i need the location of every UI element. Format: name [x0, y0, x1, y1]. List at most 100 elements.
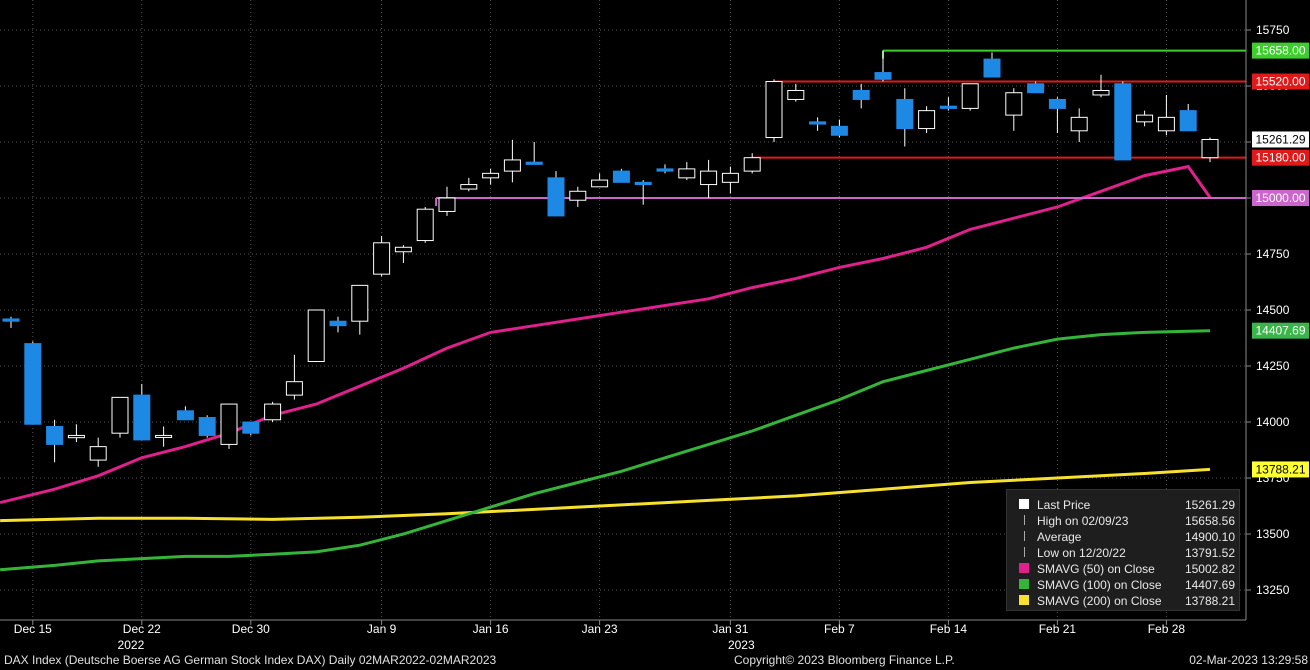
legend-row: Low on 12/20/22 13791.52 [1013, 545, 1235, 561]
candle-body-down [830, 125, 848, 136]
x-tick-label: Feb 7 [824, 622, 855, 636]
legend-swatch [1019, 563, 1029, 573]
x-tick-label: Feb 28 [1148, 622, 1186, 636]
year-label: 2023 [728, 638, 755, 652]
legend-label: Last Price [1037, 498, 1091, 512]
last-price-tag-text: 15261.29 [1255, 132, 1305, 146]
candle-body-up [1157, 116, 1175, 132]
candle-body-down [874, 72, 892, 80]
footer-timestamp: 02-Mar-2023 13:29:58 [1189, 653, 1308, 667]
candle-body-down [983, 58, 1001, 78]
legend-value: 15261.29 [1184, 498, 1235, 512]
candle-body-up [264, 403, 282, 421]
sma-tag-text: 13788.21 [1255, 462, 1305, 476]
candle-body-down [525, 161, 543, 165]
level-tag-text: 15000.00 [1255, 191, 1305, 205]
legend-row: Last Price 15261.29 [1013, 497, 1235, 513]
candle-body-up [89, 446, 107, 461]
candle-body-down [329, 320, 347, 327]
sma-tag-text: 14407.69 [1255, 324, 1305, 338]
candle-body-down [852, 89, 870, 100]
y-tick-label: 13250 [1256, 583, 1290, 597]
level-tag [1252, 190, 1309, 206]
sma-tag [1252, 322, 1309, 339]
legend-row: SMAVG (200) on Close 13788.21 [1013, 593, 1235, 609]
legend: Last Price 15261.29 High on 02/09/23 15658.… [1006, 489, 1240, 611]
y-tick-label: 15750 [1256, 23, 1290, 37]
legend-value: 14407.69 [1184, 578, 1235, 592]
candle-body-up [1005, 92, 1023, 116]
sma50-line [0, 164, 1212, 505]
candle-body-up [765, 81, 783, 139]
last-price-tag [1252, 131, 1309, 148]
level-tag-text: 15180.00 [1255, 151, 1305, 165]
x-tick-label: Dec 30 [232, 622, 270, 636]
candle-body-up [743, 157, 761, 172]
legend-row: SMAVG (100) on Close 14407.69 [1013, 577, 1235, 593]
x-tick-label: Jan 9 [367, 622, 397, 636]
legend-label: SMAVG (200) on Close [1037, 594, 1162, 608]
legend-row: Average 14900.10 [1013, 529, 1235, 545]
candle-body-down [547, 177, 565, 217]
legend-value: 15658.56 [1184, 514, 1235, 528]
legend-label: SMAVG (100) on Close [1037, 578, 1162, 592]
candle-body-down [24, 343, 42, 425]
candle-body-down [656, 168, 674, 172]
candle-body-up [155, 434, 173, 438]
candle-body-up [220, 403, 238, 445]
candle-body-down [634, 181, 652, 186]
candle-body-down [2, 318, 20, 322]
legend-low-marker [1024, 547, 1026, 557]
legend-row: SMAVG (50) on Close 15002.82 [1013, 561, 1235, 577]
level-tag [1252, 42, 1309, 59]
legend-label: High on 02/09/23 [1037, 514, 1129, 528]
legend-label: SMAVG (50) on Close [1037, 562, 1155, 576]
candle-body-up [460, 184, 478, 190]
x-tick-label: Feb 21 [1039, 622, 1077, 636]
candle-body-up [591, 179, 609, 188]
y-tick-label: 14750 [1256, 247, 1290, 261]
candle-body-down [1048, 98, 1066, 109]
level-tag [1252, 73, 1309, 90]
candle-body-up [394, 246, 412, 253]
sma100-line [0, 329, 1211, 572]
sma-tag [1252, 461, 1309, 478]
candle-body-down [612, 170, 630, 183]
legend-row: High on 02/09/23 15658.56 [1013, 513, 1235, 529]
x-tick-label: Jan 23 [582, 622, 618, 636]
x-tick-label: Dec 15 [14, 622, 52, 636]
candle-body-up [1092, 89, 1110, 96]
y-tick-label: 13500 [1256, 527, 1290, 541]
candle-body-down [1114, 83, 1132, 161]
level-tag-text: 15520.00 [1255, 75, 1305, 89]
candle-body-up [1136, 114, 1154, 123]
candle-body-up [351, 284, 369, 322]
y-tick-label: 14250 [1256, 359, 1290, 373]
legend-value: 14900.10 [1184, 530, 1235, 544]
candle-body-down [896, 98, 914, 130]
x-tick-label: Jan 16 [473, 622, 509, 636]
legend-swatch [1019, 579, 1029, 589]
price-tags: 15658.00 15520.00 15180.00 15000.00 15261.29… [1252, 42, 1309, 478]
x-tick-label: Feb 14 [930, 622, 968, 636]
legend-label: Average [1037, 530, 1082, 544]
candle-body-up [721, 172, 739, 183]
legend-value: 13788.21 [1184, 594, 1235, 608]
candle-body-down [176, 410, 194, 421]
candle-body-up [678, 168, 696, 179]
x-tick-label: Jan 31 [712, 622, 748, 636]
candle-body-up [67, 434, 85, 439]
candle-body-up [1070, 116, 1088, 132]
y-tick-label: 14500 [1256, 303, 1290, 317]
level-tag [1252, 149, 1309, 166]
candle-body-down [1027, 83, 1045, 94]
legend-value: 13791.52 [1184, 546, 1235, 560]
legend-label: Low on 12/20/22 [1037, 546, 1126, 560]
candle-body-up [111, 396, 129, 434]
candle-body-up [961, 83, 979, 109]
legend-avg-marker [1024, 531, 1026, 541]
x-tick-label: Dec 22 [123, 622, 161, 636]
candle-body-up [285, 381, 303, 396]
candle-body-up [918, 110, 936, 130]
